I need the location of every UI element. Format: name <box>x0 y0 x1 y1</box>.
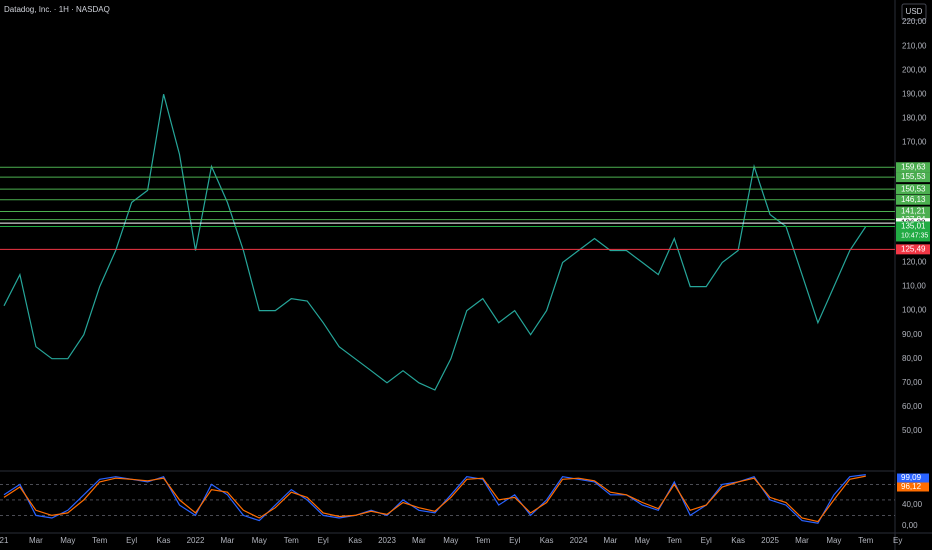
y-tick-label: 70,00 <box>902 378 923 387</box>
price-level-label: 141,21 <box>901 207 926 216</box>
y-tick-label: 120,00 <box>902 258 927 267</box>
x-tick-label: May <box>635 536 650 545</box>
x-tick-label: Eyl <box>318 536 329 545</box>
price-level-box <box>896 206 930 217</box>
price-level-box <box>896 172 930 183</box>
x-tick-label: Mar <box>412 536 426 545</box>
x-tick-label: Tem <box>667 536 682 545</box>
y-tick-label: 100,00 <box>902 306 927 315</box>
price-level-label: 146,13 <box>901 195 926 204</box>
x-tick-label: May <box>443 536 458 545</box>
y-tick-label: 90,00 <box>902 330 923 339</box>
x-tick-label: Mar <box>604 536 618 545</box>
x-tick-label: Kas <box>540 536 554 545</box>
series-line <box>3 94 867 391</box>
x-tick-label: 21 <box>0 536 9 545</box>
x-tick-label: 2022 <box>187 536 205 545</box>
y-tick-label: 210,00 <box>902 41 927 50</box>
x-tick-label: Mar <box>795 536 809 545</box>
x-tick-label: 2024 <box>570 536 588 545</box>
series-line <box>3 474 866 524</box>
x-tick-label: 2025 <box>761 536 779 545</box>
price-level-box <box>896 194 930 205</box>
x-tick-label: May <box>60 536 75 545</box>
symbol-title: Datadog, Inc. · 1H · NASDAQ <box>4 5 110 14</box>
price-level-box <box>896 221 930 242</box>
bar-countdown: 10:47:35 <box>901 232 928 239</box>
price-level-label: 135,01 <box>901 222 926 231</box>
x-tick-label: Kas <box>348 536 362 545</box>
x-tick-label: 2023 <box>378 536 396 545</box>
x-tick-label: Tem <box>475 536 490 545</box>
x-tick-label: Tem <box>92 536 107 545</box>
y-tick-label: 60,00 <box>902 402 923 411</box>
last-value-label: 99,09 <box>901 473 922 482</box>
price-level-box <box>896 244 930 255</box>
x-tick-label: Eyl <box>701 536 712 545</box>
x-tick-label: Eyl <box>509 536 520 545</box>
last-value-box <box>897 482 929 492</box>
y-tick-label: 170,00 <box>902 137 927 146</box>
price-level-box <box>896 162 930 173</box>
x-tick-label: Kas <box>157 536 171 545</box>
y-tick-label: 220,00 <box>902 17 927 26</box>
x-tick-label: Tem <box>284 536 299 545</box>
currency-button[interactable] <box>901 3 927 21</box>
x-tick-label: Mar <box>221 536 235 545</box>
y-tick-label: 80,00 <box>902 354 923 363</box>
y-tick-label: 190,00 <box>902 89 927 98</box>
y-tick-label: 180,00 <box>902 113 927 122</box>
last-value-box <box>897 473 929 483</box>
price-level-label: 125,49 <box>901 244 926 253</box>
last-value-label: 96,12 <box>901 482 922 491</box>
y-tick-label: 200,00 <box>902 65 927 74</box>
y-tick-label: 40,00 <box>902 500 923 509</box>
currency-label[interactable]: USD <box>906 7 923 16</box>
price-level-label: 150,53 <box>901 184 926 193</box>
x-tick-label: Mar <box>29 536 43 545</box>
x-tick-label: Ey <box>893 536 902 545</box>
x-tick-label: Tem <box>858 536 873 545</box>
x-tick-label: Eyl <box>126 536 137 545</box>
x-tick-label: Kas <box>731 536 745 545</box>
x-tick-label: May <box>826 536 841 545</box>
y-tick-label: 50,00 <box>902 426 923 435</box>
price-level-label: 155,53 <box>901 172 926 181</box>
y-tick-label: 110,00 <box>902 282 926 291</box>
y-tick-label: 0,00 <box>902 521 918 530</box>
series-line <box>3 475 866 523</box>
x-tick-label: May <box>252 536 267 545</box>
price-level-label: 159,63 <box>901 162 926 171</box>
price-level-box <box>896 184 930 195</box>
